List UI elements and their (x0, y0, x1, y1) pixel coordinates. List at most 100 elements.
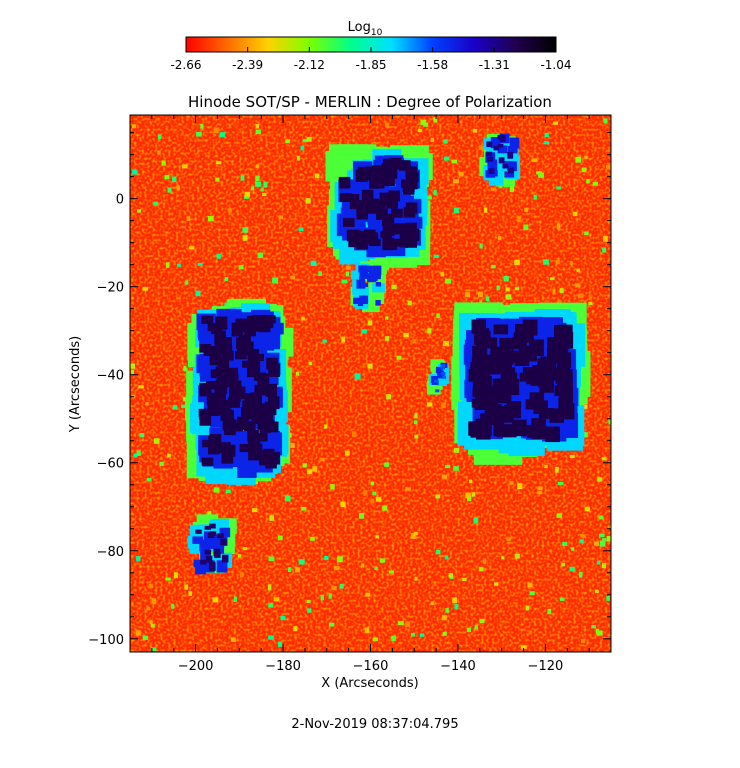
region-cell (222, 350, 234, 361)
heatmap-speck (501, 556, 505, 560)
chart-title: Hinode SOT/SP - MERLIN : Degree of Polar… (188, 93, 552, 111)
heatmap-speck (167, 187, 172, 193)
heatmap-speck (391, 635, 396, 642)
region-cell (200, 549, 211, 562)
heatmap-speck (138, 385, 144, 389)
region-cell (255, 432, 268, 442)
heatmap-speck (443, 139, 448, 144)
region-cell (493, 324, 509, 335)
heatmap-speck (608, 419, 611, 425)
heatmap-speck (182, 397, 187, 402)
region-cell (552, 408, 568, 418)
region-cell (521, 424, 536, 436)
heatmap-speck (177, 263, 181, 267)
region-cell (383, 174, 395, 187)
region-cell (264, 322, 284, 335)
region-cell (488, 168, 495, 174)
y-tick-label: −80 (97, 545, 124, 560)
heatmap-speck (605, 165, 611, 169)
heatmap-speck (479, 243, 483, 249)
region-cell (208, 435, 220, 444)
heatmap-speck (361, 329, 367, 334)
heatmap-speck (344, 450, 350, 456)
heatmap-speck (216, 161, 222, 165)
heatmap-speck (483, 207, 488, 213)
heatmap-speck (596, 630, 603, 636)
heatmap-speck (298, 227, 304, 232)
region-cell (217, 533, 224, 539)
heatmap-speck (472, 128, 478, 133)
region-cell (381, 163, 394, 171)
heatmap-speck (528, 630, 532, 635)
region-cell (246, 366, 259, 378)
region-cell (206, 392, 219, 405)
region-cell (233, 386, 246, 400)
heatmap-speck (367, 363, 373, 369)
region-cell (440, 366, 445, 370)
heatmap-speck (436, 313, 440, 319)
polarization-region (451, 302, 591, 465)
heatmap-regions (130, 116, 611, 652)
heatmap-speck (478, 145, 485, 150)
heatmap-area (130, 115, 611, 652)
heatmap-speck (427, 402, 433, 407)
heatmap-speck (142, 286, 149, 291)
region-cell (441, 371, 446, 376)
heatmap-speck (602, 247, 607, 253)
heatmap-speck (237, 554, 242, 558)
heatmap-speck (444, 555, 449, 560)
heatmap-speck (197, 262, 203, 266)
region-cell (487, 156, 494, 162)
heatmap-speck (569, 261, 573, 265)
heatmap-speck (479, 619, 485, 624)
heatmap-speck (172, 176, 177, 182)
heatmap-speck (496, 285, 500, 291)
heatmap-speck (527, 582, 533, 588)
heatmap-speck (384, 462, 390, 467)
region-cell (538, 408, 554, 419)
region-cell (208, 405, 220, 416)
heatmap-speck (523, 224, 529, 231)
region-cell (558, 398, 573, 413)
heatmap-speck (426, 195, 432, 200)
heatmap-speck (277, 641, 282, 647)
heatmap-speck (454, 447, 460, 453)
heatmap-speck (556, 223, 561, 230)
region-cell (339, 193, 352, 202)
heatmap-speck (302, 463, 307, 468)
region-cell (477, 423, 492, 437)
colorbar-label: Log10 (348, 20, 383, 38)
heatmap-speck (320, 594, 324, 601)
region-cell (201, 315, 214, 324)
region-cell (490, 348, 505, 358)
colorbar-tick-label: -2.66 (170, 58, 201, 72)
heatmap-speck (544, 464, 548, 469)
heatmap-speck (154, 438, 160, 444)
region-cell (260, 411, 273, 419)
heatmap-speck (136, 209, 142, 213)
region-cell (266, 421, 279, 433)
heatmap-speck (302, 138, 309, 143)
polarization-region (479, 133, 521, 187)
region-cell (394, 223, 406, 235)
y-tick-label: −40 (97, 369, 124, 384)
region-cell (209, 523, 216, 529)
region-cell (235, 350, 247, 360)
region-cell (216, 560, 228, 573)
heatmap-speck (374, 566, 378, 570)
region-cell (221, 554, 229, 563)
region-cell (549, 412, 565, 423)
heatmap-speck (598, 515, 603, 520)
heatmap-speck (184, 584, 189, 590)
heatmap-speck (586, 178, 590, 184)
heatmap-speck (318, 271, 322, 276)
heatmap-speck (224, 276, 229, 282)
region-cell (358, 265, 368, 273)
region-cell (220, 538, 227, 546)
heatmap-speck (181, 164, 188, 169)
region-cell (237, 416, 249, 430)
region-cell (244, 421, 256, 431)
heatmap-speck (308, 362, 312, 366)
region-cell (199, 539, 211, 552)
region-cell (352, 270, 366, 280)
